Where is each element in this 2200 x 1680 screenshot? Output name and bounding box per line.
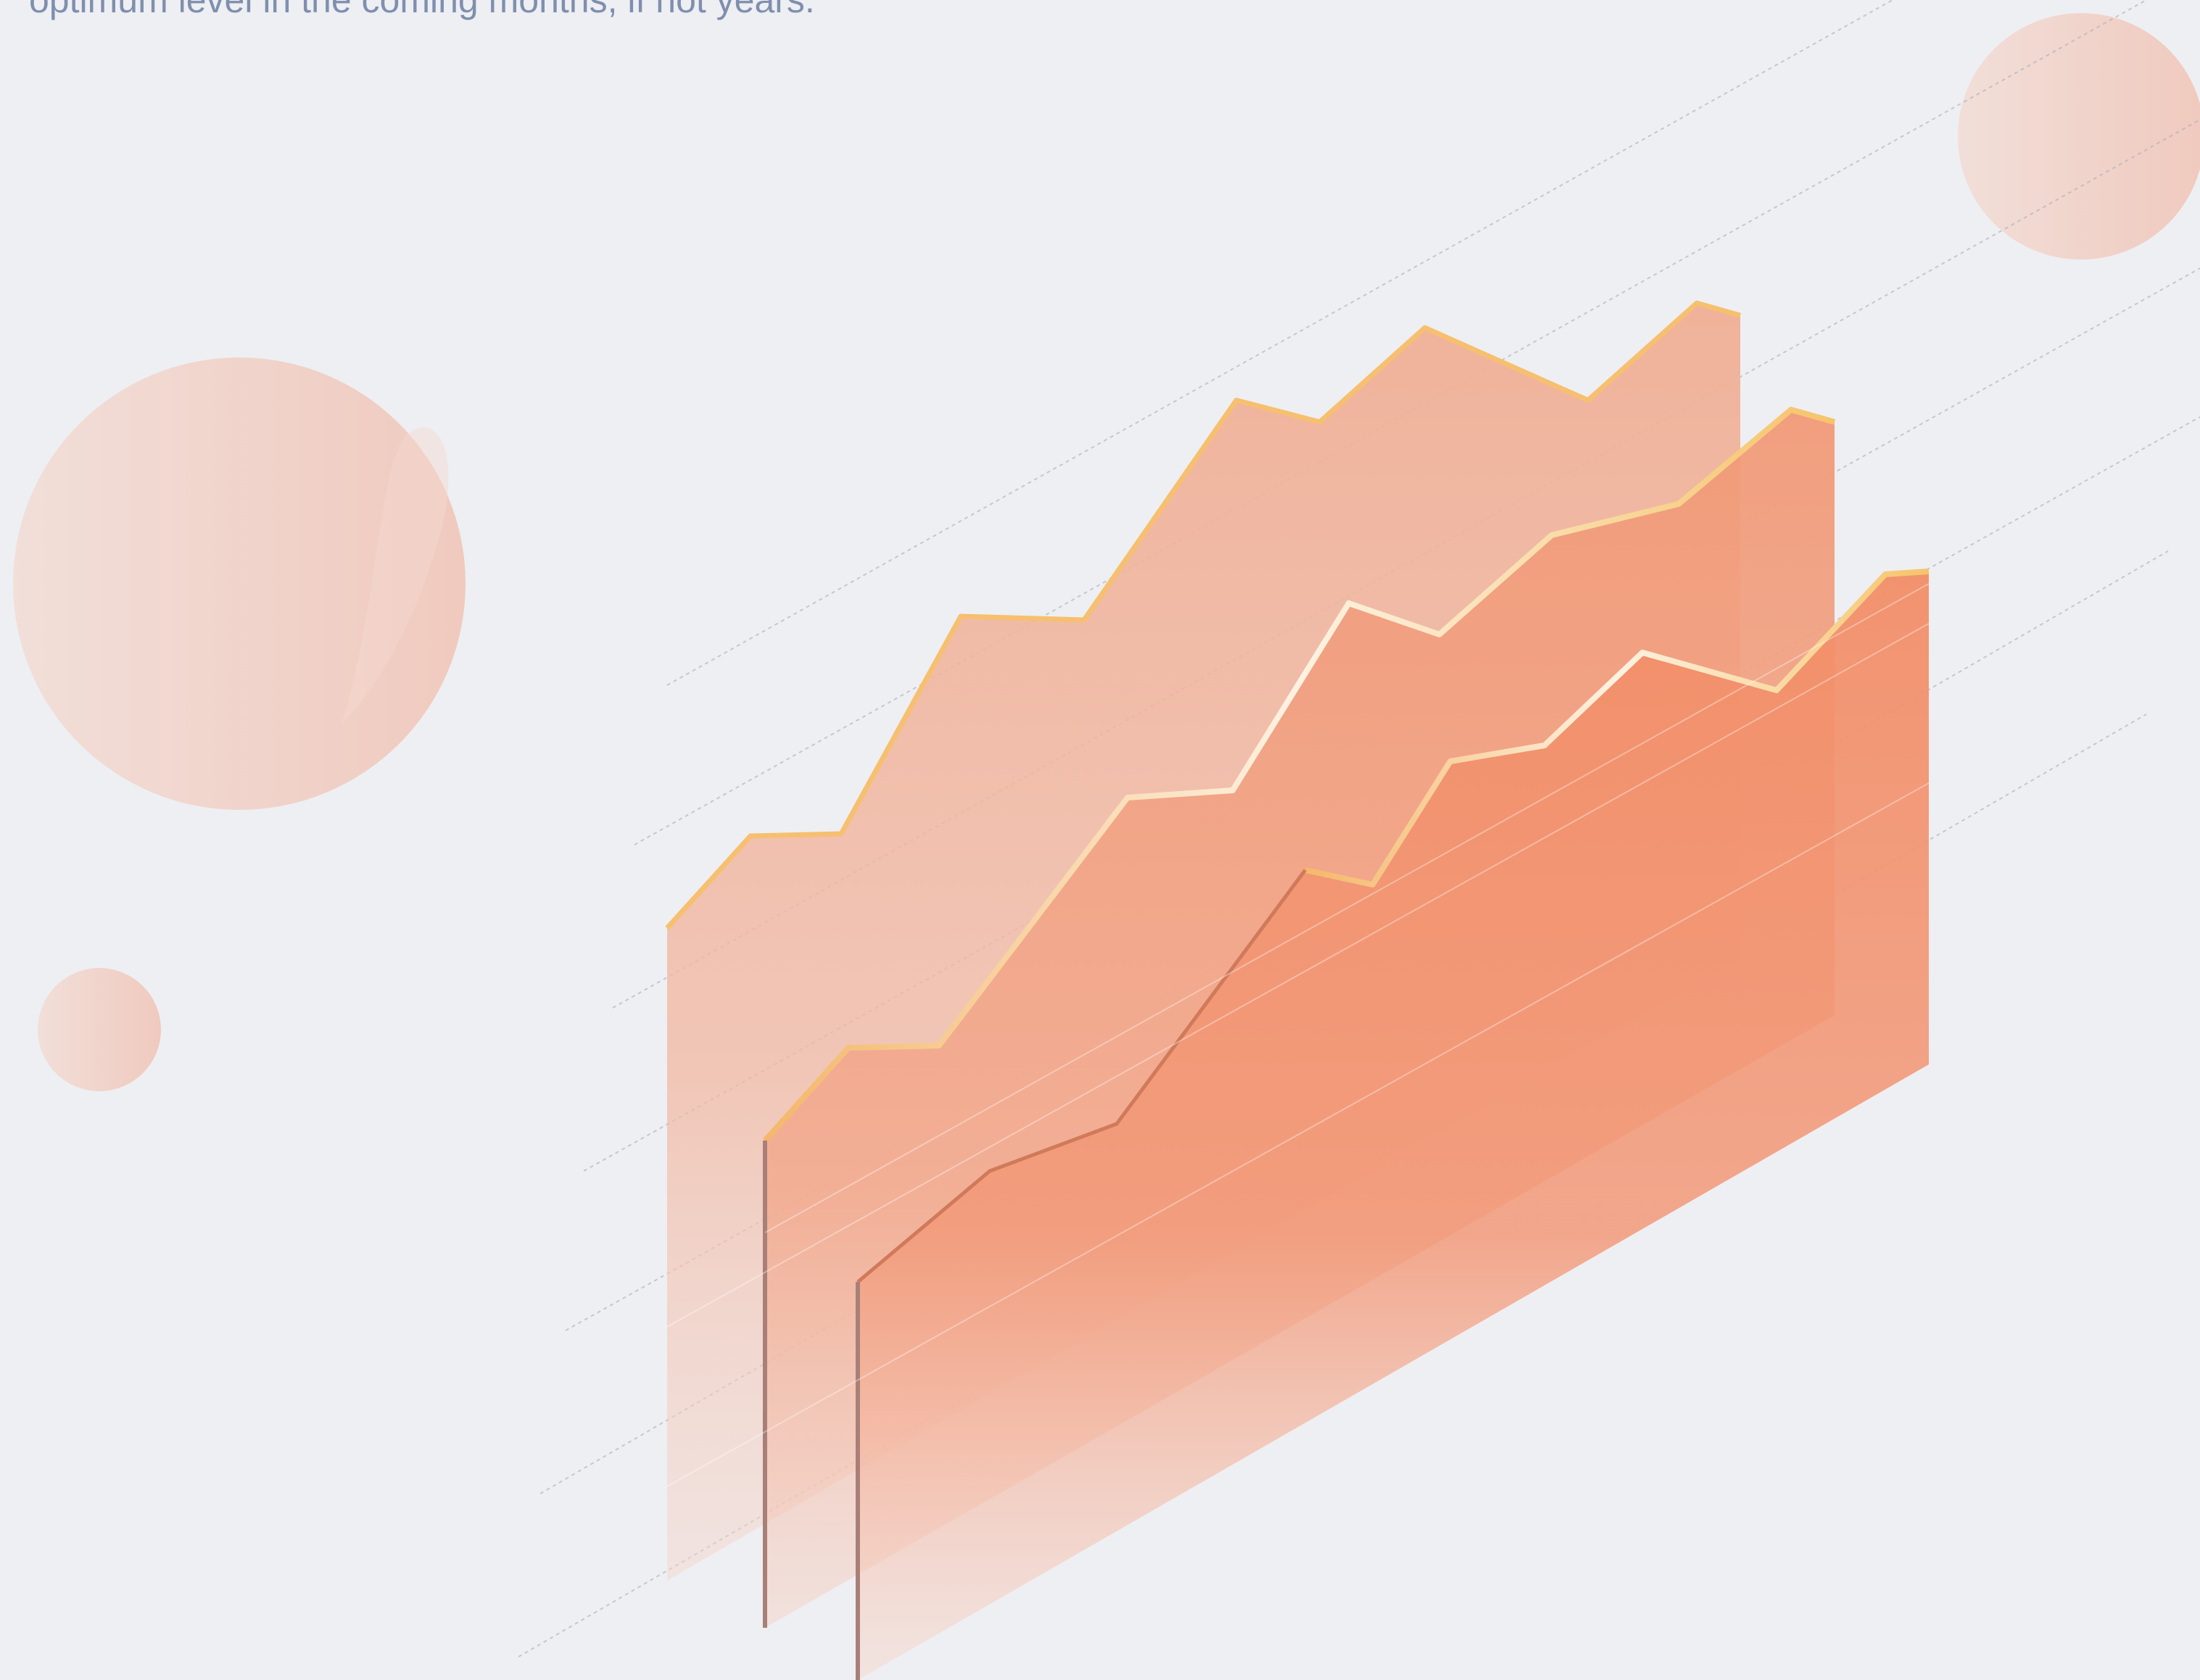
small-circle-decoration	[38, 968, 161, 1091]
caption-text: optimum level in the coming months, if n…	[29, 0, 815, 20]
front-layer-ridge	[1304, 568, 1930, 887]
middle-layer-ridge	[763, 407, 1836, 1143]
front-area-layer	[858, 571, 1929, 1680]
overlay-guide-lines	[666, 583, 1930, 1487]
large-circle-decoration	[13, 357, 466, 810]
front-layer-lower-ridge	[856, 869, 1307, 1283]
top-right-circle-decoration	[1958, 13, 2200, 260]
back-layer-ridge	[665, 300, 1741, 930]
circle-sheen-decoration	[341, 427, 449, 725]
